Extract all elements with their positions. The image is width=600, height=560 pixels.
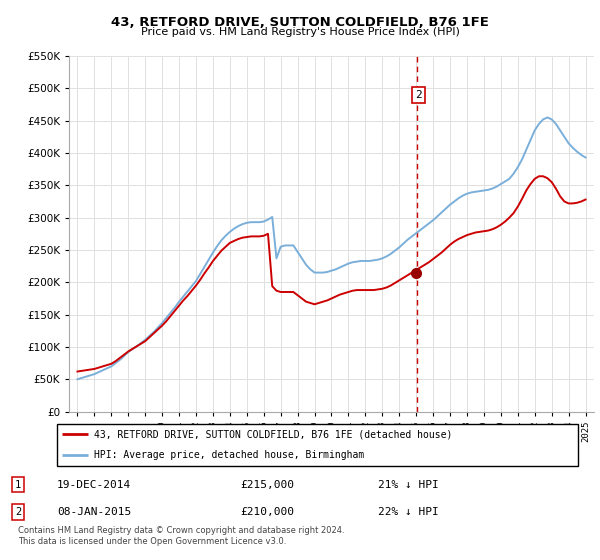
Text: Contains HM Land Registry data © Crown copyright and database right 2024.
This d: Contains HM Land Registry data © Crown c… <box>18 526 344 546</box>
Text: 08-JAN-2015: 08-JAN-2015 <box>57 507 131 517</box>
Text: 43, RETFORD DRIVE, SUTTON COLDFIELD, B76 1FE (detached house): 43, RETFORD DRIVE, SUTTON COLDFIELD, B76… <box>94 429 452 439</box>
Text: HPI: Average price, detached house, Birmingham: HPI: Average price, detached house, Birm… <box>94 450 364 460</box>
Text: 1: 1 <box>15 480 21 490</box>
Text: 2: 2 <box>15 507 21 517</box>
Text: 2: 2 <box>415 90 422 100</box>
Text: £210,000: £210,000 <box>240 507 294 517</box>
Text: Price paid vs. HM Land Registry's House Price Index (HPI): Price paid vs. HM Land Registry's House … <box>140 27 460 37</box>
Text: £215,000: £215,000 <box>240 480 294 490</box>
Text: 21% ↓ HPI: 21% ↓ HPI <box>378 480 439 490</box>
Text: 22% ↓ HPI: 22% ↓ HPI <box>378 507 439 517</box>
Text: 19-DEC-2014: 19-DEC-2014 <box>57 480 131 490</box>
Text: 43, RETFORD DRIVE, SUTTON COLDFIELD, B76 1FE: 43, RETFORD DRIVE, SUTTON COLDFIELD, B76… <box>111 16 489 29</box>
FancyBboxPatch shape <box>56 423 578 466</box>
